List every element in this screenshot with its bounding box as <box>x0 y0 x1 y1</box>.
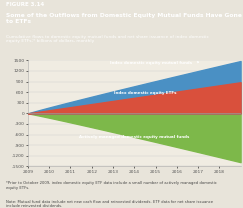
Text: Index domestic equity mutual funds: Index domestic equity mutual funds <box>110 61 199 64</box>
Text: Cumulative flows to domestic equity mutual funds and net share issuance of index: Cumulative flows to domestic equity mutu… <box>6 35 209 43</box>
Text: Some of the Outflows from Domestic Equity Mutual Funds Have Gone to ETFs: Some of the Outflows from Domestic Equit… <box>6 14 242 24</box>
Text: Note: Mutual fund data include net new cash flow and reinvested dividends. ETF d: Note: Mutual fund data include net new c… <box>6 200 213 208</box>
Text: FIGURE 3.14: FIGURE 3.14 <box>6 2 44 7</box>
Text: Actively managed domestic equity mutual funds: Actively managed domestic equity mutual … <box>79 135 190 139</box>
Text: Index domestic equity ETFs: Index domestic equity ETFs <box>114 91 176 95</box>
Text: *Prior to October 2009, index domestic equity ETF data include a small number of: *Prior to October 2009, index domestic e… <box>6 181 217 189</box>
